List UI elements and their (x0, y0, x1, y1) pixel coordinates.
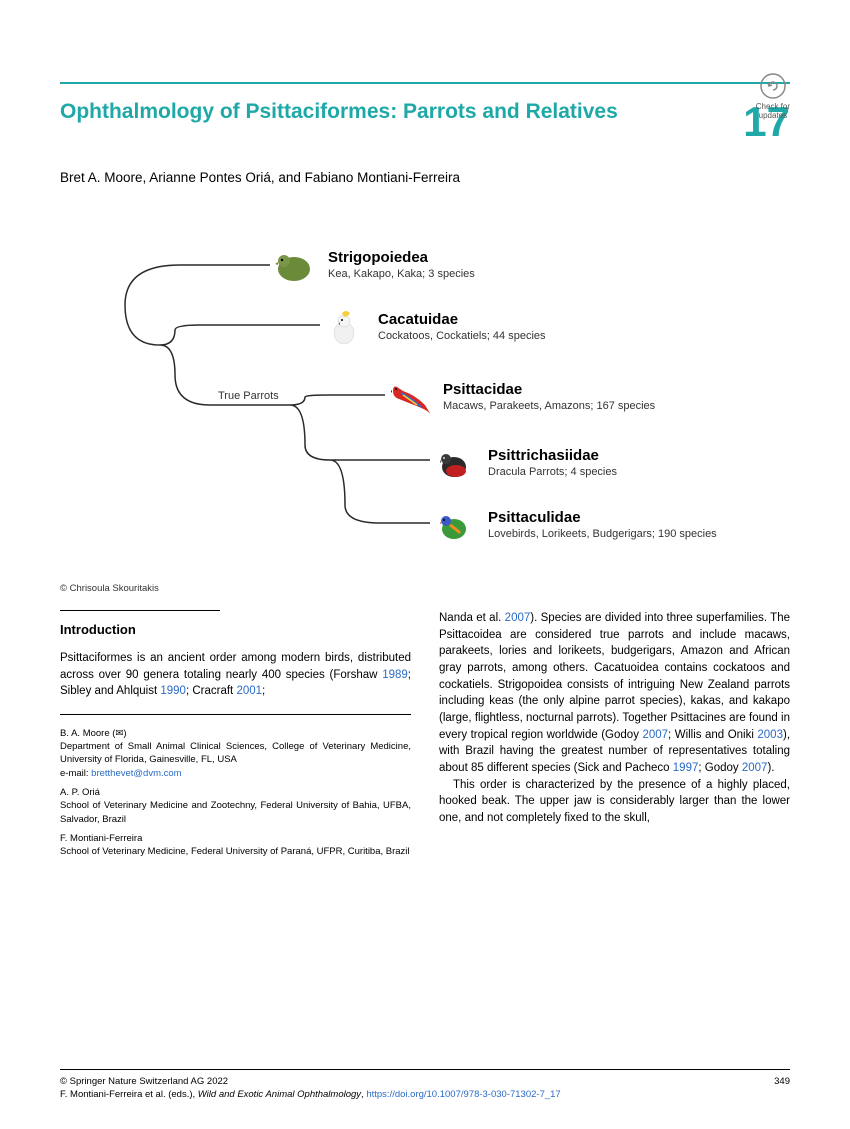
clade-name: Psittaculidae (488, 509, 717, 528)
check-for-updates-button[interactable]: Check for updates (756, 72, 790, 120)
affil-name: F. Montiani-Ferreira (60, 832, 411, 845)
page-footer: © Springer Nature Switzerland AG 2022 F.… (60, 1069, 790, 1101)
check-updates-icon (759, 72, 787, 100)
clade-psittaculidae: PsittaculidaeLovebirds, Lorikeets, Budge… (430, 505, 717, 545)
authors: Bret A. Moore, Arianne Pontes Oriá, and … (60, 170, 790, 185)
header-divider (60, 82, 790, 84)
clade-name: Cacatuidae (378, 311, 546, 330)
chapter-title: Ophthalmology of Psittaciformes: Parrots… (60, 98, 618, 125)
left-column: Introduction Psittaciformes is an ancien… (60, 610, 411, 859)
ref-link[interactable]: 2007 (742, 762, 768, 774)
ref-link[interactable]: 2007 (642, 729, 668, 741)
header: Check for updates Ophthalmology of Psitt… (60, 82, 790, 185)
right-column: Nanda et al. 2007). Species are divided … (439, 610, 790, 859)
check-updates-label: Check for updates (756, 102, 790, 120)
ref-link[interactable]: 1997 (673, 762, 699, 774)
intro-paragraph-2: This order is characterized by the prese… (439, 777, 790, 827)
affil-text: School of Veterinary Medicine, Federal U… (60, 845, 411, 858)
macaw-icon (385, 377, 433, 417)
doi-link[interactable]: https://doi.org/10.1007/978-3-030-71302-… (366, 1089, 560, 1100)
true-parrots-label: True Parrots (218, 390, 279, 402)
clade-desc: Lovebirds, Lorikeets, Budgerigars; 190 s… (488, 528, 717, 542)
ref-link[interactable]: 2001 (236, 685, 262, 697)
affil-name: B. A. Moore (✉) (60, 727, 411, 740)
kakapo-icon (270, 245, 318, 285)
ref-link[interactable]: 1989 (382, 669, 408, 681)
dracula-parrot-icon (430, 443, 478, 483)
clade-name: Psittrichasiidae (488, 447, 617, 466)
email-link[interactable]: bretthevet@dvm.com (91, 768, 181, 779)
ref-link[interactable]: 2003 (757, 729, 783, 741)
clade-strigopoiedea: StrigopoiedeaKea, Kakapo, Kaka; 3 specie… (270, 245, 475, 285)
clade-desc: Macaws, Parakeets, Amazons; 167 species (443, 400, 655, 414)
clade-desc: Cockatoos, Cockatiels; 44 species (378, 330, 546, 344)
phylogeny-diagram: True Parrots StrigopoiedeaKea, Kakapo, K… (120, 245, 790, 565)
lorikeet-icon (430, 505, 478, 545)
clade-cacatuidae: CacatuidaeCockatoos, Cockatiels; 44 spec… (320, 307, 546, 347)
affil-text: School of Veterinary Medicine and Zootec… (60, 799, 411, 826)
intro-paragraph-1: Psittaciformes is an ancient order among… (60, 650, 411, 700)
figure-credit: © Chrisoula Skouritakis (60, 583, 790, 594)
clade-desc: Kea, Kakapo, Kaka; 3 species (328, 268, 475, 282)
affil-name: A. P. Oriá (60, 786, 411, 799)
author-affiliations: B. A. Moore (✉) Department of Small Anim… (60, 714, 411, 859)
affil-text: Department of Small Animal Clinical Scie… (60, 740, 411, 767)
ref-link[interactable]: 2007 (505, 612, 531, 624)
clade-desc: Dracula Parrots; 4 species (488, 466, 617, 480)
ref-link[interactable]: 1990 (160, 685, 186, 697)
clade-psittacidae: PsittacidaeMacaws, Parakeets, Amazons; 1… (385, 377, 655, 417)
clade-name: Strigopoiedea (328, 249, 475, 268)
clade-psittrichasiidae: PsittrichasiidaeDracula Parrots; 4 speci… (430, 443, 617, 483)
cockatoo-icon (320, 307, 368, 347)
intro-paragraph-1-cont: Nanda et al. 2007). Species are divided … (439, 610, 790, 777)
copyright: © Springer Nature Switzerland AG 2022 (60, 1076, 561, 1088)
clade-name: Psittacidae (443, 381, 655, 400)
section-heading: Introduction (60, 621, 411, 640)
page-number: 349 (774, 1076, 790, 1101)
